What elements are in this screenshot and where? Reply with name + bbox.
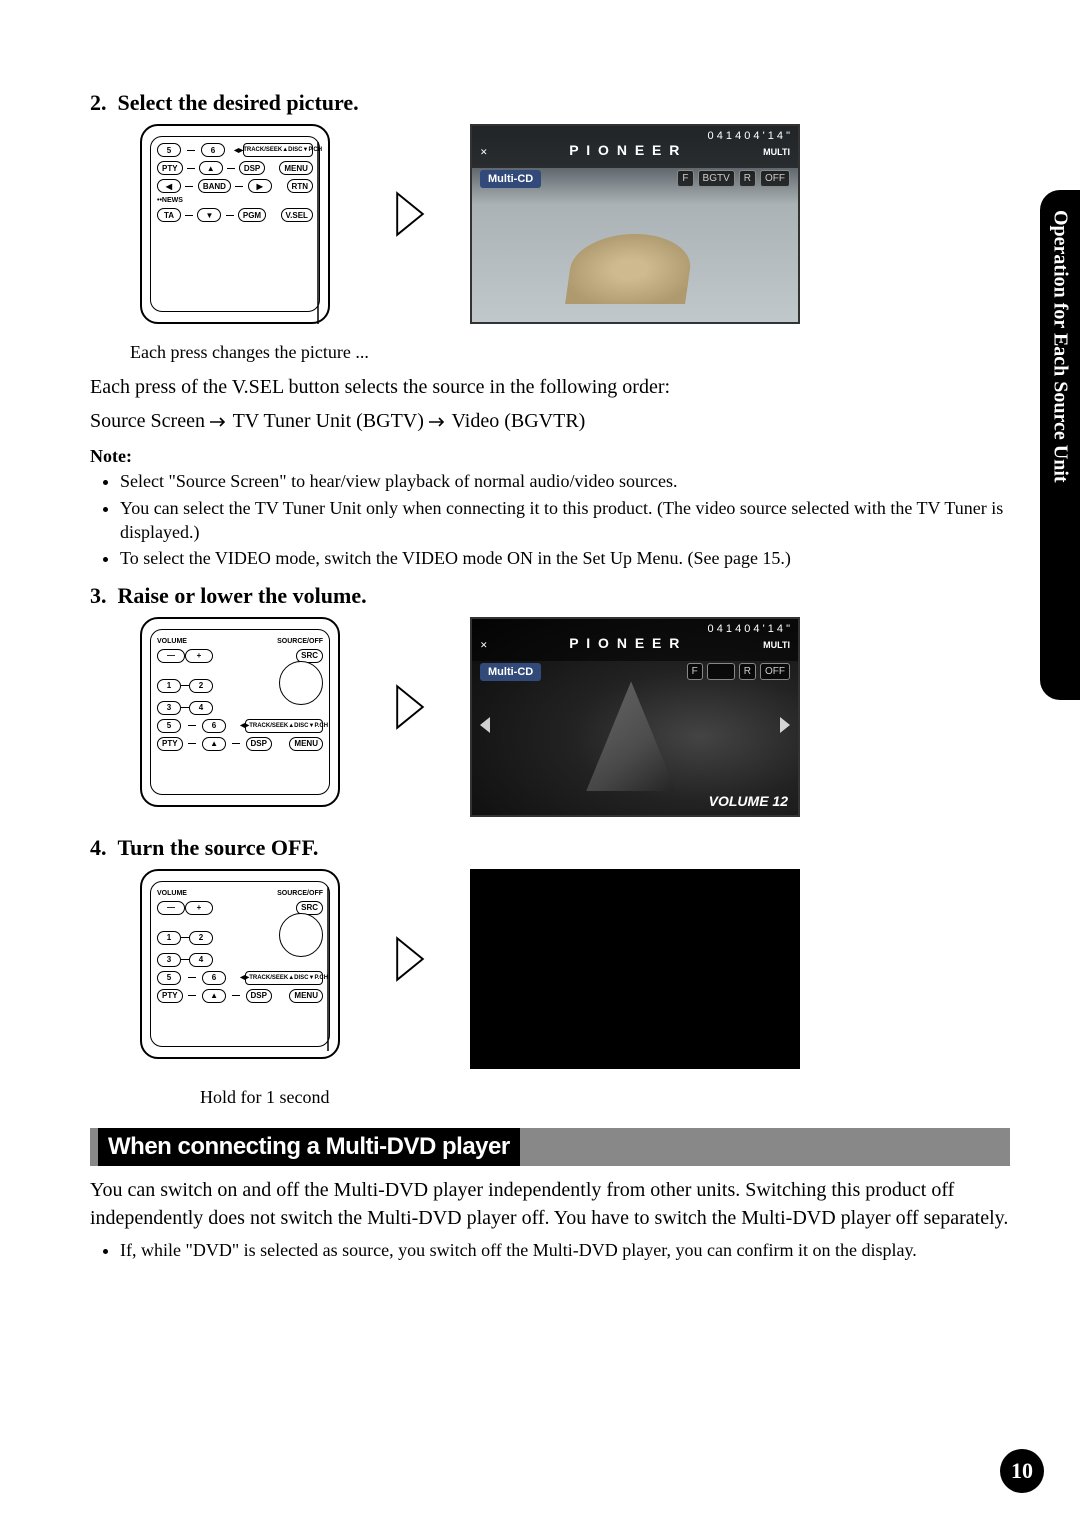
step-4-row: VOLUMESOURCE/OFF —+SRC 12 34 56◀▶ TRACK/…: [90, 869, 1010, 1069]
display-screenshot-1: 0 4 1 4 0 4 ' 1 4 " ✕ P I O N E E R MULT…: [470, 124, 800, 324]
arrow-icon: [370, 869, 450, 1049]
step-2-caption: Each press changes the picture ...: [130, 342, 1010, 363]
step-3-row: VOLUMESOURCE/OFF —+SRC 12 34 56◀▶ TRACK/…: [90, 617, 1010, 817]
display-screenshot-3: [470, 869, 800, 1069]
arrow-icon: [370, 617, 450, 797]
note-item: You can select the TV Tuner Unit only wh…: [120, 496, 1010, 545]
note-heading: Note:: [90, 446, 1010, 467]
note-list: Select "Source Screen" to hear/view play…: [120, 469, 1010, 570]
step-4-heading: 4. Turn the source OFF.: [90, 835, 1010, 861]
step-2-row: 56◀▶ TRACK/SEEK ▲DISC ▼P.CH PTY▲DSPMENU …: [90, 124, 1010, 324]
chapter-tab-label: Operation for Each Source Unit: [1049, 210, 1072, 483]
remote-diagram-2: VOLUMESOURCE/OFF —+SRC 12 34 56◀▶ TRACK/…: [140, 617, 340, 807]
step-4-caption: Hold for 1 second: [200, 1087, 1010, 1108]
step-3-heading: 3. Raise or lower the volume.: [90, 583, 1010, 609]
dvd-body: You can switch on and off the Multi-DVD …: [90, 1176, 1010, 1232]
step-2-heading: 2. Select the desired picture.: [90, 90, 1010, 116]
chapter-tab: Operation for Each Source Unit: [1040, 190, 1080, 700]
arrow-right-icon: [210, 408, 228, 436]
remote-diagram-3: VOLUMESOURCE/OFF —+SRC 12 34 56◀▶ TRACK/…: [140, 869, 340, 1059]
note-item: To select the VIDEO mode, switch the VID…: [120, 546, 1010, 570]
arrow-icon: [370, 124, 450, 304]
section-heading-dvd: When connecting a Multi-DVD player: [90, 1128, 1010, 1166]
note-item: If, while "DVD" is selected as source, y…: [120, 1238, 1010, 1262]
dvd-note-list: If, while "DVD" is selected as source, y…: [120, 1238, 1010, 1262]
note-item: Select "Source Screen" to hear/view play…: [120, 469, 1010, 493]
remote-diagram-1: 56◀▶ TRACK/SEEK ▲DISC ▼P.CH PTY▲DSPMENU …: [140, 124, 330, 324]
vsel-button: V.SEL: [281, 208, 313, 222]
display-screenshot-2: 0 4 1 4 0 4 ' 1 4 " ✕ P I O N E E R MULT…: [470, 617, 800, 817]
page-number-badge: 10: [1000, 1449, 1044, 1493]
arrow-right-icon: [429, 408, 447, 436]
step-2-sequence: Source Screen TV Tuner Unit (BGTV) Video…: [90, 407, 1010, 436]
step-2-body-1: Each press of the V.SEL button selects t…: [90, 373, 1010, 401]
